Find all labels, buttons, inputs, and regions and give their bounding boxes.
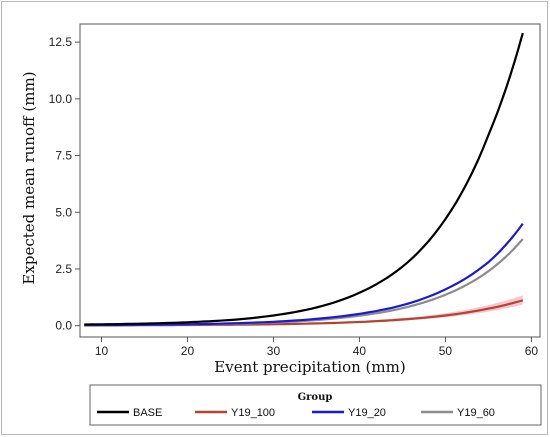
x-tick-label: 20 — [181, 344, 195, 358]
x-tick-label: 50 — [439, 344, 453, 358]
y-tick-label: 2.5 — [55, 262, 72, 276]
x-tick-label: 60 — [525, 344, 539, 358]
legend-entry: Y19_60 — [457, 407, 495, 419]
legend-entry: BASE — [133, 407, 162, 419]
y-axis: 0.0 2.5 5.0 7.5 10.0 12.5 — [49, 35, 80, 333]
series-line-base — [84, 32, 524, 326]
legend-entry: Y19_100 — [231, 407, 275, 419]
x-tick-label: 40 — [353, 344, 367, 358]
series-layer — [84, 32, 524, 327]
y-tick-label: 10.0 — [49, 92, 73, 106]
legend: BASE Y19_100 Y19_20 Y19_60 — [97, 407, 495, 419]
y-tick-label: 7.5 — [55, 149, 72, 163]
legend-entry: Y19_20 — [348, 407, 386, 419]
x-tick-label: 30 — [267, 344, 281, 358]
x-axis-label: Event precipitation (mm) — [214, 358, 405, 376]
x-tick-label: 10 — [95, 344, 109, 358]
y-tick-label: 12.5 — [49, 35, 73, 49]
y-tick-label: 5.0 — [55, 205, 72, 219]
y-tick-label: 0.0 — [55, 319, 72, 333]
y-axis-label: Expected mean runoff (mm) — [20, 71, 38, 284]
legend-title: Group — [298, 392, 333, 403]
x-axis: 10 20 30 40 50 60 — [95, 337, 539, 358]
legend-box — [89, 384, 542, 426]
plot-area — [79, 23, 541, 338]
